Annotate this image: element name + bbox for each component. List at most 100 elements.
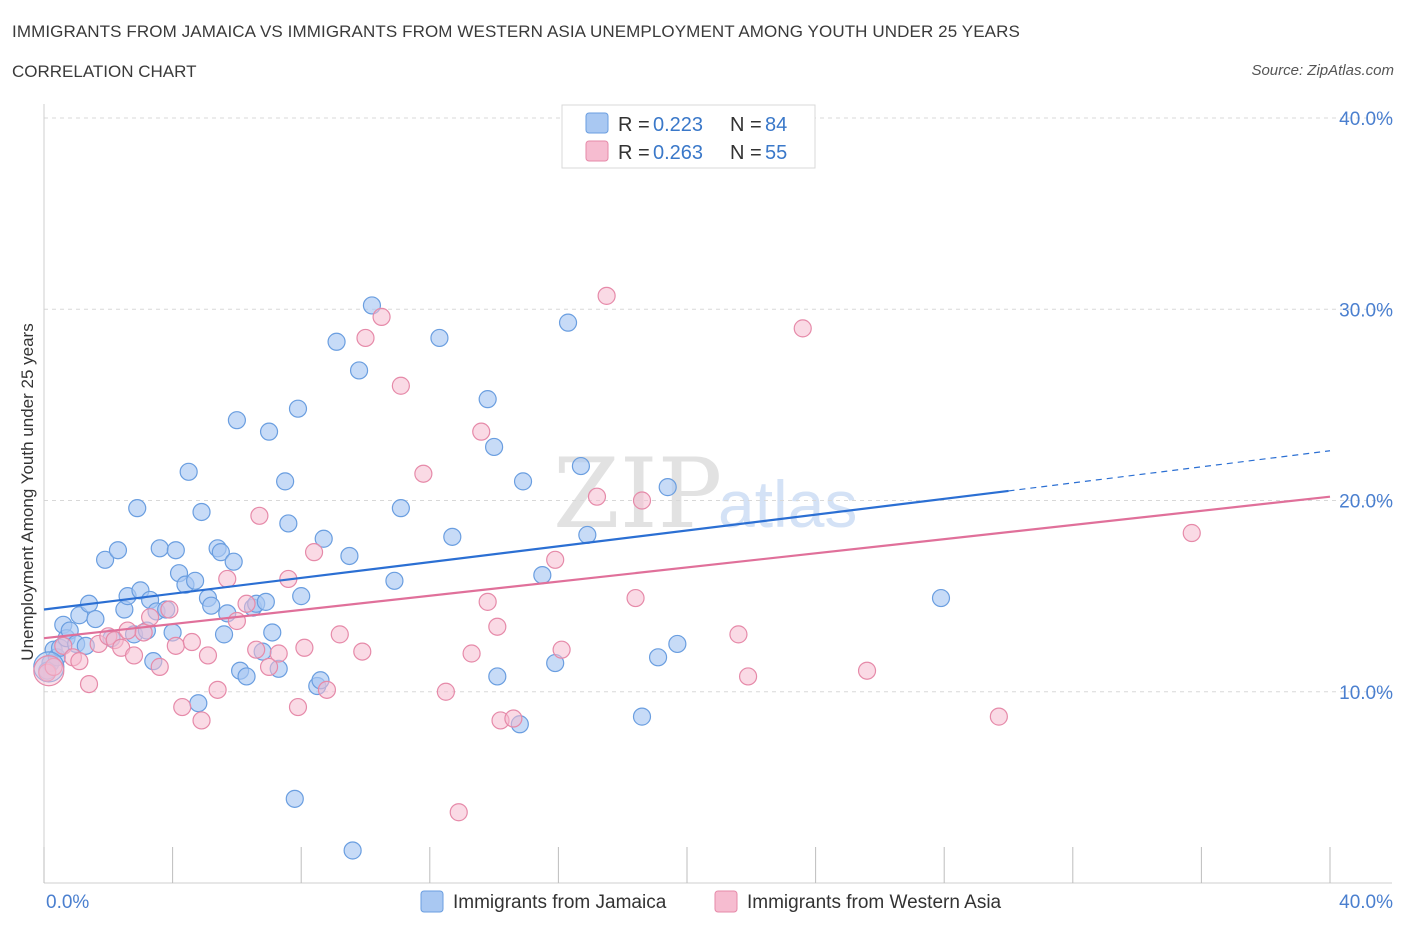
- point-jamaica-47: [256, 592, 275, 611]
- axes: [43, 104, 1392, 884]
- y-tick-label-1: 20.0%: [1339, 492, 1393, 513]
- point-western-asia-44: [478, 592, 497, 611]
- point-western-asia-22: [218, 569, 237, 589]
- point-western-asia-50: [587, 487, 607, 506]
- point-jamaica-81: [668, 634, 687, 654]
- point-western-asia-30: [288, 697, 308, 717]
- point-western-asia-28: [269, 644, 288, 663]
- point-western-asia-45: [488, 617, 507, 636]
- series-western-asia: [33, 286, 1201, 822]
- point-jamaica-80: [658, 478, 677, 497]
- point-jamaica-77: [578, 525, 597, 545]
- point-western-asia-39: [414, 464, 433, 483]
- point-jamaica-79: [648, 648, 668, 667]
- chart-subtitle: CORRELATION CHART: [12, 62, 197, 81]
- point-jamaica-55: [292, 587, 311, 606]
- point-western-asia-31: [295, 638, 314, 657]
- point-jamaica-58: [314, 529, 333, 548]
- point-western-asia-15: [160, 600, 179, 619]
- point-jamaica-27: [166, 541, 185, 560]
- point-jamaica-51: [276, 472, 295, 491]
- series-jamaica: [33, 296, 951, 860]
- point-jamaica-24: [150, 539, 169, 558]
- point-western-asia-26: [250, 506, 269, 525]
- point-western-asia-38: [391, 376, 410, 395]
- watermark-atlas: atlas: [718, 467, 857, 541]
- legend-swatch-jamaica: [585, 112, 609, 134]
- point-jamaica-65: [391, 499, 410, 518]
- y-tick-label-0: 10.0%: [1339, 683, 1393, 704]
- point-western-asia-54: [729, 625, 748, 644]
- point-jamaica-82: [931, 588, 951, 608]
- point-jamaica-70: [488, 667, 507, 686]
- point-jamaica-43: [237, 667, 256, 686]
- point-western-asia-24: [237, 594, 256, 613]
- point-western-asia-11: [124, 646, 144, 665]
- trend-line-western-asia: [43, 495, 1331, 640]
- bottom-legend: Immigrants from Jamaica Immigrants from …: [420, 890, 1002, 913]
- bottom-legend-swatch-jamaica: [420, 890, 444, 913]
- point-jamaica-52: [279, 514, 298, 533]
- point-jamaica-33: [192, 502, 211, 522]
- legend-n-value-1: 84: [765, 114, 787, 136]
- point-western-asia-52: [626, 588, 645, 608]
- point-western-asia-41: [449, 803, 468, 822]
- point-western-asia-1: [44, 657, 63, 676]
- point-jamaica-75: [558, 313, 578, 332]
- y-tick-label-3: 40.0%: [1339, 109, 1393, 130]
- point-jamaica-49: [263, 623, 282, 642]
- point-jamaica-32: [189, 694, 208, 713]
- point-western-asia-57: [857, 661, 877, 680]
- legend-r-value-2: 0.263: [653, 142, 703, 164]
- point-western-asia-21: [208, 680, 227, 699]
- legend-swatch-western-asia: [585, 140, 609, 162]
- point-jamaica-76: [571, 456, 591, 476]
- legend-n-label-1: N =: [730, 114, 762, 136]
- point-western-asia-40: [436, 682, 455, 701]
- point-jamaica-14: [108, 541, 128, 560]
- legend-r-value-1: 0.223: [653, 114, 703, 136]
- legend-r-label-1: R =: [618, 114, 650, 136]
- point-western-asia-4: [70, 652, 89, 671]
- legend-r-label-2: R =: [618, 142, 650, 164]
- point-western-asia-cluster: [33, 655, 65, 687]
- x-tick-label-max: 40.0%: [1339, 892, 1393, 913]
- tick-labels: 10.0% 20.0% 30.0% 40.0% 0.0% 40.0%: [46, 109, 1393, 913]
- legend-n-value-2: 55: [765, 142, 787, 164]
- point-jamaica-18: [128, 499, 147, 518]
- point-jamaica-62: [349, 361, 369, 380]
- point-jamaica-69: [485, 437, 504, 457]
- point-western-asia-34: [330, 625, 349, 644]
- point-western-asia-58: [989, 707, 1008, 726]
- x-tick-label-min: 0.0%: [46, 892, 89, 913]
- point-western-asia-48: [546, 550, 565, 569]
- top-legend: R = 0.223 N = 84 R = 0.263 N = 55: [561, 104, 816, 169]
- point-western-asia-33: [317, 680, 337, 699]
- point-western-asia-51: [597, 286, 616, 305]
- point-jamaica-54: [288, 399, 308, 418]
- y-tick-label-2: 30.0%: [1339, 300, 1393, 321]
- bottom-legend-swatch-western-asia: [714, 890, 738, 913]
- point-jamaica-37: [211, 543, 230, 562]
- point-western-asia-42: [462, 644, 481, 663]
- point-jamaica-31: [186, 571, 205, 590]
- point-western-asia-20: [198, 646, 218, 665]
- point-jamaica-78: [632, 707, 652, 726]
- point-western-asia-56: [793, 319, 812, 338]
- point-jamaica-11: [86, 609, 105, 629]
- trend-line-jamaica: [43, 489, 1009, 611]
- y-axis-label: Unemployment Among Youth under 25 years: [18, 323, 37, 660]
- point-western-asia-36: [356, 328, 375, 348]
- point-jamaica-48: [259, 422, 279, 441]
- point-jamaica-72: [513, 472, 533, 491]
- point-western-asia-49: [552, 640, 571, 659]
- point-western-asia-59: [1182, 523, 1201, 543]
- point-jamaica-38: [214, 625, 234, 644]
- point-jamaica-30: [179, 462, 198, 481]
- point-western-asia-32: [304, 543, 324, 562]
- point-jamaica-68: [478, 390, 497, 409]
- point-western-asia-18: [182, 632, 201, 652]
- point-western-asia-35: [353, 642, 372, 661]
- point-western-asia-17: [173, 697, 192, 717]
